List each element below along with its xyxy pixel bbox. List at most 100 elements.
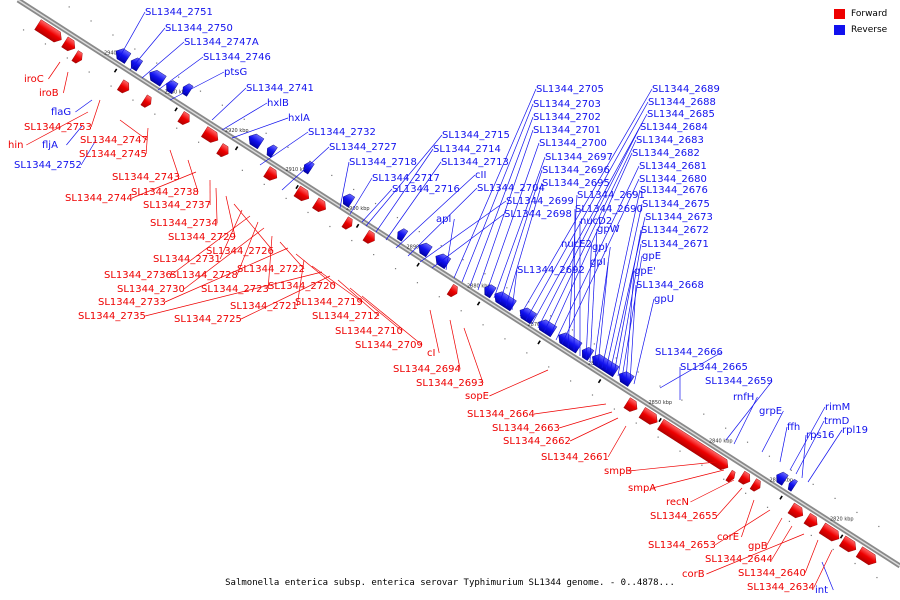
guide-dot <box>176 127 178 129</box>
forward-gene-block <box>362 229 375 244</box>
guide-dot <box>351 239 353 242</box>
guide-dot <box>440 245 442 247</box>
reverse-gene-label: SL1344_2688 <box>648 97 716 108</box>
reverse-gene-label: gpJ <box>592 242 608 253</box>
reverse-gene-label: SL1344_2672 <box>641 225 709 236</box>
reverse-leader-line <box>461 103 534 283</box>
reverse-gene-block <box>582 347 595 361</box>
guide-dot <box>528 301 530 303</box>
guide-dot <box>309 160 311 162</box>
forward-leader-line <box>240 275 331 320</box>
forward-gene-label: SL1344_2753 <box>24 122 92 133</box>
reverse-gene-label: SL1344_2675 <box>642 199 710 210</box>
forward-gene-label: recN <box>666 497 689 508</box>
forward-leader-line <box>706 533 805 575</box>
forward-leader-line <box>349 287 403 332</box>
guide-dot <box>462 259 464 261</box>
guide-dot <box>438 296 440 298</box>
reverse-leader-line <box>445 218 455 271</box>
reverse-gene-label: SL1344_2701 <box>533 125 601 136</box>
guide-dot <box>723 478 725 480</box>
forward-leader-line <box>63 71 69 94</box>
kbp-tick-label: 2910 kbp <box>286 167 310 173</box>
guide-dot <box>90 20 92 22</box>
reverse-leader-line <box>613 229 642 375</box>
forward-leader-line <box>690 479 735 503</box>
forward-gene-label: SL1344_2735 <box>78 311 146 322</box>
reverse-leader-line <box>365 134 443 227</box>
forward-swatch <box>834 9 845 19</box>
forward-gene-label: SL1344_2634 <box>747 582 815 593</box>
guide-dot <box>460 310 462 312</box>
reverse-leader-line <box>589 228 598 363</box>
guide-dot <box>156 62 158 64</box>
reverse-leader-line <box>761 410 784 453</box>
guide-dot <box>265 132 267 134</box>
forward-gene-label: SL1344_2729 <box>168 232 236 243</box>
genome-caption: Salmonella enterica subsp. enterica sero… <box>225 578 675 588</box>
reverse-leader-line <box>789 406 826 471</box>
legend-reverse-label: Reverse <box>851 25 888 35</box>
guide-dot <box>110 85 112 87</box>
reverse-gene-label: SL1344_2676 <box>640 185 708 196</box>
reverse-leader-line <box>453 88 537 279</box>
kbp-tick-mark <box>355 223 360 228</box>
kbp-tick-mark <box>658 417 662 423</box>
guide-dot <box>68 6 70 8</box>
reverse-leader-line <box>549 152 633 337</box>
forward-gene-block <box>71 50 83 64</box>
reverse-gene-label: SL1344_2741 <box>246 83 314 94</box>
guide-dot <box>418 231 420 233</box>
reverse-leader-line <box>609 216 646 373</box>
forward-leader-line <box>296 259 305 307</box>
reverse-leader-line <box>505 182 543 307</box>
kbp-tick-label: 2880 kbp <box>467 283 491 289</box>
reverse-gene-block <box>787 479 798 492</box>
forward-gene-label: SL1344_2640 <box>738 568 806 579</box>
forward-leader-line <box>170 215 251 276</box>
reverse-gene-block <box>343 193 356 208</box>
forward-gene-label: hin <box>8 140 23 151</box>
reverse-leader-line <box>469 116 534 287</box>
reverse-leader-line <box>431 213 505 269</box>
label-leaders <box>26 11 843 591</box>
kbp-tick-label: 2890 kbp <box>407 245 431 251</box>
guide-dot <box>526 352 528 354</box>
forward-gene-block <box>855 546 877 566</box>
reverse-gene-label: SL1344_2682 <box>632 148 700 159</box>
reverse-gene-block <box>776 471 789 486</box>
reverse-leader-line <box>221 102 268 131</box>
kbp-tick-mark <box>597 379 602 384</box>
kbp-tick-mark <box>295 184 299 190</box>
guide-dot <box>154 113 156 115</box>
reverse-gene-label: SL1344_2698 <box>504 209 572 220</box>
reverse-leader-line <box>375 148 434 233</box>
forward-gene-block <box>725 469 736 483</box>
forward-gene-label: SL1344_2728 <box>170 270 238 281</box>
reverse-gene-label: SL1344_2700 <box>539 138 607 149</box>
reverse-leader-line <box>129 27 166 71</box>
guide-dot <box>285 197 287 200</box>
reverse-leader-line <box>633 298 655 385</box>
forward-gene-label: SL1344_2721 <box>230 301 298 312</box>
reverse-gene-label: SL1344_2747A <box>184 37 259 48</box>
reverse-gene-label: SL1344_2673 <box>645 212 713 223</box>
gene-features <box>34 19 877 566</box>
forward-leader-line <box>463 327 484 384</box>
forward-gene-label: SL1344_2738 <box>131 187 199 198</box>
forward-gene-label: SL1344_2743 <box>112 172 180 183</box>
reverse-gene-label: SL1344_2683 <box>636 135 704 146</box>
reverse-gene-label: gpE <box>642 251 661 262</box>
reverse-gene-label: fljA <box>42 140 58 151</box>
reverse-leader-line <box>407 187 478 257</box>
guide-dot <box>790 469 792 471</box>
reverse-gene-label: SL1344_2671 <box>641 239 709 250</box>
reverse-leader-line <box>537 126 641 329</box>
guide-dot <box>374 202 377 205</box>
reverse-leader-line <box>573 208 576 353</box>
forward-gene-label: SL1344_2736 <box>104 270 172 281</box>
reverse-swatch <box>834 25 845 35</box>
forward-gene-label: SL1344_2726 <box>206 246 274 257</box>
guide-dot <box>854 562 856 565</box>
forward-gene-block <box>623 397 638 412</box>
